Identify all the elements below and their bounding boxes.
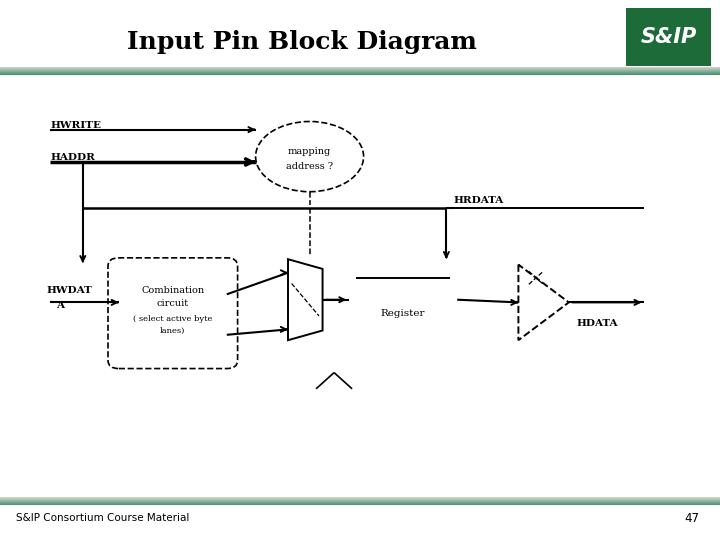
Text: HWRITE: HWRITE xyxy=(50,120,102,130)
Text: mapping: mapping xyxy=(288,147,331,156)
Text: circuit: circuit xyxy=(157,299,189,308)
Text: Register: Register xyxy=(381,309,426,318)
Text: 47: 47 xyxy=(685,512,700,525)
Polygon shape xyxy=(518,265,569,340)
Text: HADDR: HADDR xyxy=(50,153,95,162)
FancyBboxPatch shape xyxy=(626,8,711,66)
Polygon shape xyxy=(288,259,323,340)
Text: Input Pin Block Diagram: Input Pin Block Diagram xyxy=(127,30,477,54)
Text: address ?: address ? xyxy=(286,162,333,171)
Text: A: A xyxy=(56,301,64,309)
FancyBboxPatch shape xyxy=(108,258,238,368)
Text: Combination: Combination xyxy=(141,286,204,295)
Text: HRDATA: HRDATA xyxy=(454,197,504,205)
Text: HWDAT: HWDAT xyxy=(47,286,93,295)
Text: ( select active byte: ( select active byte xyxy=(133,315,212,322)
Ellipse shape xyxy=(256,122,364,192)
Text: HDATA: HDATA xyxy=(576,320,618,328)
Text: S&IP: S&IP xyxy=(641,26,697,47)
Text: lanes): lanes) xyxy=(160,327,186,335)
Text: S&IP Consortium Course Material: S&IP Consortium Course Material xyxy=(16,514,189,523)
